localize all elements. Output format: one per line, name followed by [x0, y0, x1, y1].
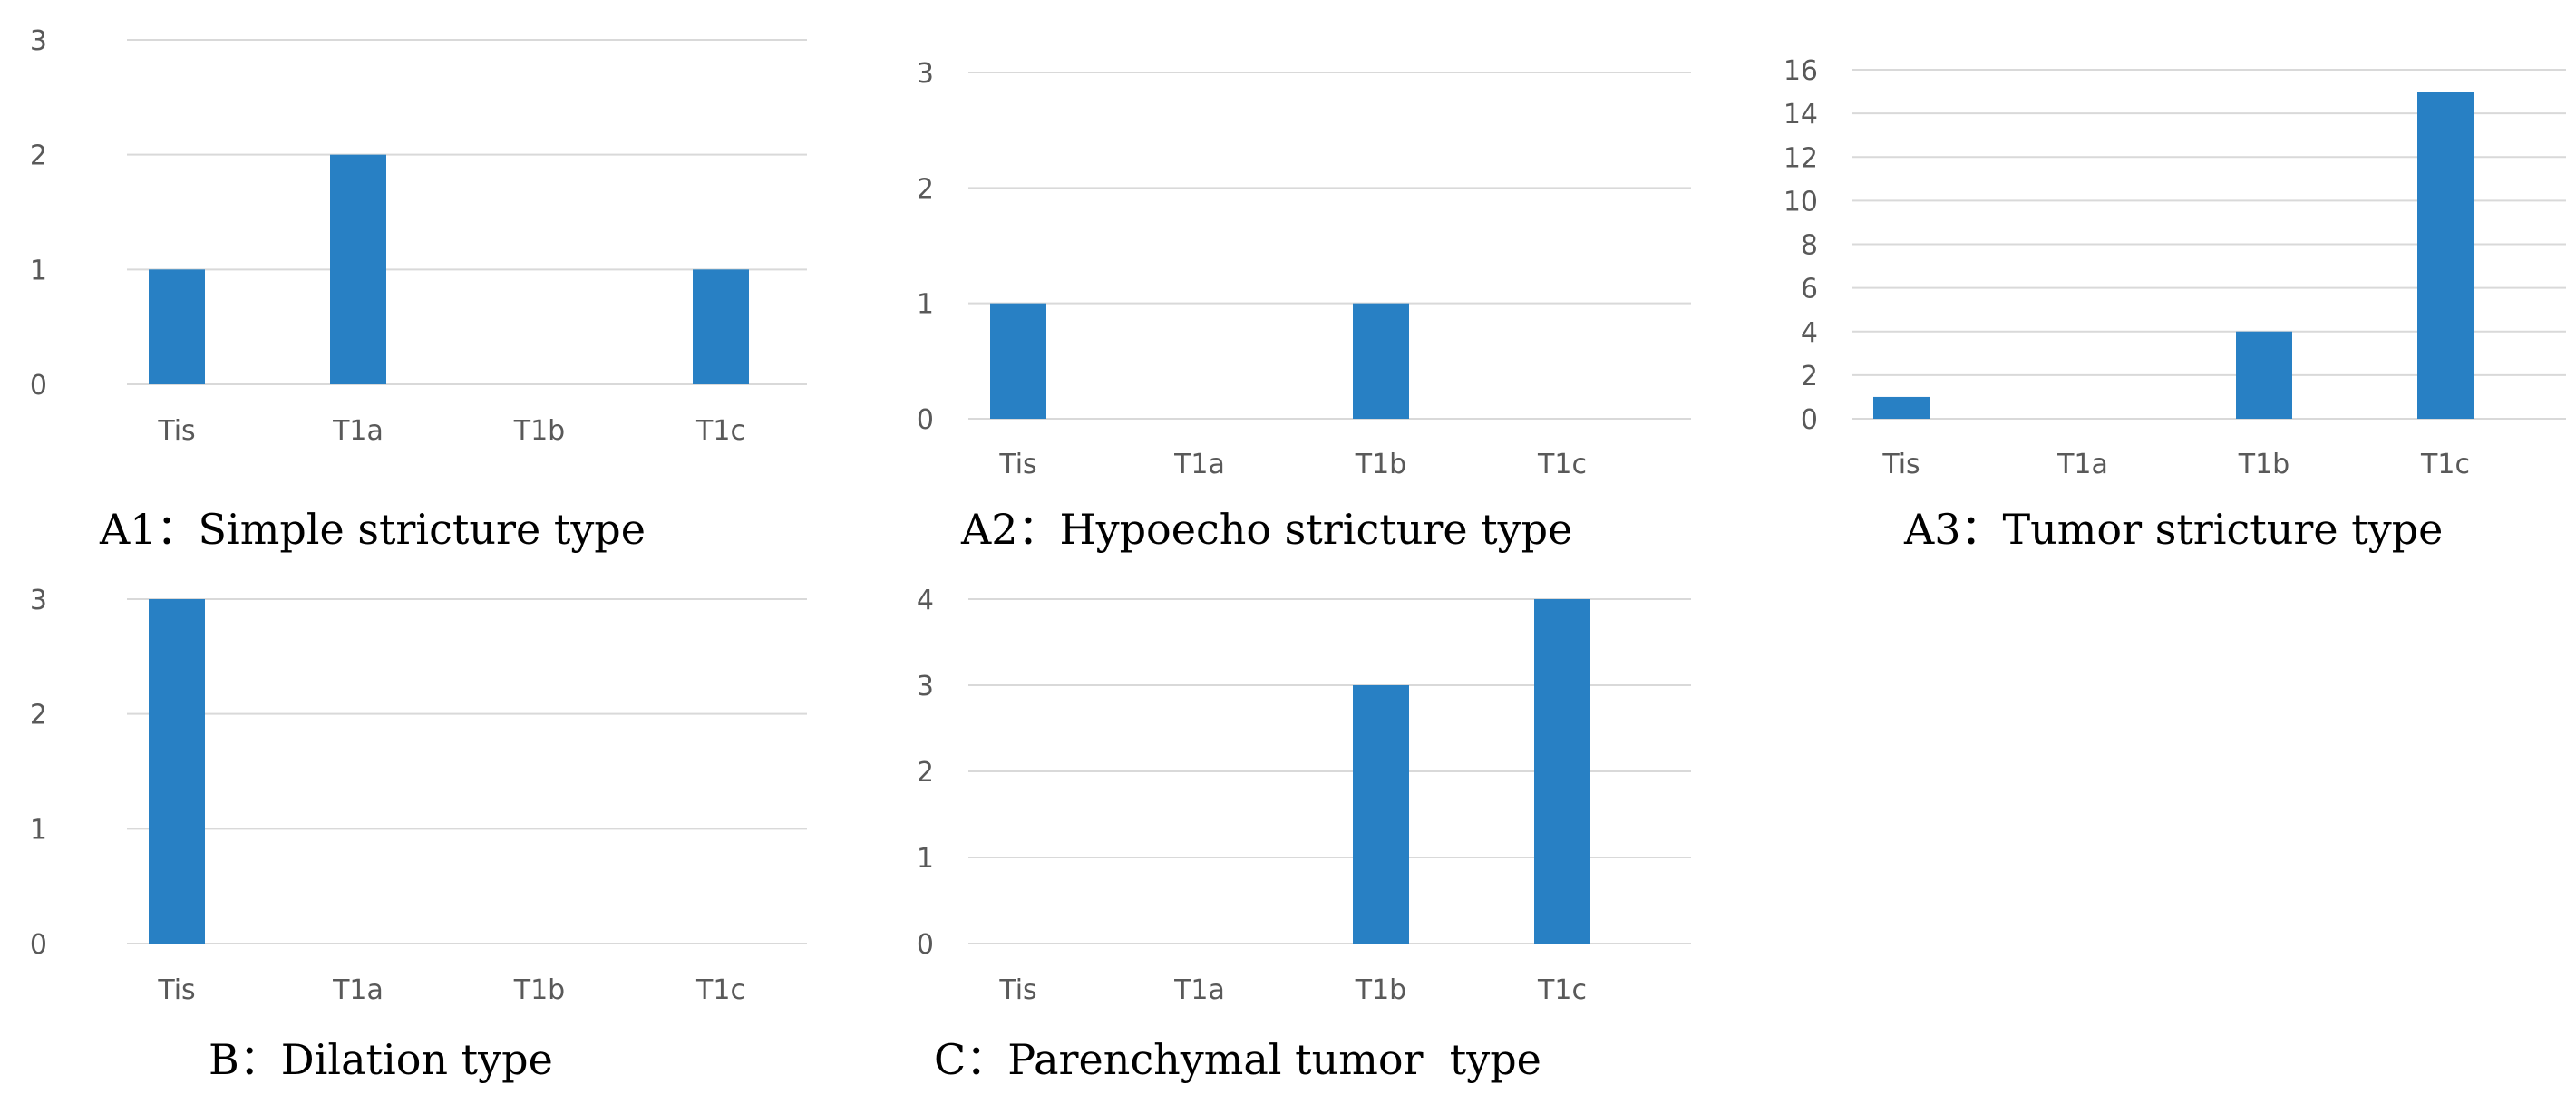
- bar-t1b: [1353, 303, 1409, 419]
- x-tick-label: Tis: [157, 415, 195, 447]
- chart-caption: A2：Hypoecho stricture type: [960, 505, 1572, 554]
- bar-t1b: [1353, 685, 1409, 944]
- x-tick-label: T1b: [2238, 449, 2289, 480]
- x-tick-label: Tis: [998, 449, 1036, 480]
- y-tick-label: 3: [30, 25, 47, 57]
- x-tick-label: T1a: [332, 974, 384, 1006]
- chart-caption: A3：Tumor stricture type: [1903, 505, 2443, 554]
- x-tick-label: T1b: [513, 974, 565, 1006]
- x-tick-label: Tis: [998, 974, 1036, 1006]
- y-tick-label: 2: [30, 140, 47, 172]
- x-tick-label: T1c: [1537, 449, 1587, 480]
- y-tick-label: 0: [30, 370, 47, 402]
- chart-panel-1: 0 1 2 3 Tis T1a T1b T1c A1：Simple stricture type: [30, 25, 807, 554]
- bar-t1a: [330, 154, 386, 384]
- y-tick-label: 3: [917, 671, 934, 702]
- y-tick-label: 6: [1801, 274, 1818, 305]
- y-tick-label: 12: [1784, 142, 1818, 174]
- x-tick-label: T1a: [332, 415, 384, 447]
- chart-panel-3: 0 2 4 6 8 10 12 14 16 Tis T1a T1b T1c A3：Tumor strict…: [1784, 55, 2566, 554]
- bar-tis: [149, 599, 205, 944]
- chart-caption: C：Parenchymal tumor type: [934, 1035, 1541, 1084]
- y-tick-label: 4: [1801, 317, 1818, 349]
- chart-caption: A1：Simple stricture type: [99, 505, 646, 554]
- x-tick-label: T1a: [1173, 974, 1225, 1006]
- y-tick-label: 3: [917, 58, 934, 90]
- x-tick-label: T1c: [695, 974, 745, 1006]
- chart-panel-4: 0 1 2 3 Tis T1a T1b T1c B：Dilation type: [30, 585, 807, 1084]
- x-tick-label: T1b: [1355, 974, 1406, 1006]
- y-tick-label: 2: [917, 173, 934, 205]
- x-tick-label: T1b: [1355, 449, 1406, 480]
- y-tick-label: 14: [1784, 99, 1818, 131]
- y-tick-label: 0: [917, 929, 934, 961]
- x-tick-label: T1b: [513, 415, 565, 447]
- bar-tis: [990, 303, 1046, 419]
- y-tick-label: 2: [30, 700, 47, 731]
- y-tick-label: 16: [1784, 55, 1818, 87]
- x-tick-label: T1c: [695, 415, 745, 447]
- y-tick-label: 1: [917, 843, 934, 875]
- y-tick-label: 2: [1801, 361, 1818, 392]
- y-tick-label: 1: [917, 289, 934, 321]
- bar-tis: [1873, 396, 1930, 419]
- y-tick-label: 8: [1801, 230, 1818, 262]
- y-tick-label: 2: [917, 757, 934, 789]
- x-tick-label: T1c: [2420, 449, 2470, 480]
- x-tick-label: Tis: [1881, 449, 1920, 480]
- chart-caption: B：Dilation type: [209, 1035, 553, 1084]
- y-tick-label: 10: [1784, 186, 1818, 218]
- bar-t1b: [2236, 331, 2292, 419]
- x-tick-label: T1a: [2056, 449, 2108, 480]
- y-tick-label: 0: [917, 404, 934, 436]
- y-tick-label: 1: [30, 814, 47, 846]
- x-tick-label: T1a: [1173, 449, 1225, 480]
- x-tick-label: Tis: [157, 974, 195, 1006]
- y-tick-label: 4: [917, 585, 934, 616]
- x-tick-label: T1c: [1537, 974, 1587, 1006]
- bar-t1c: [1534, 599, 1590, 944]
- bar-t1c: [2417, 92, 2474, 419]
- y-tick-label: 0: [30, 929, 47, 961]
- y-tick-label: 0: [1801, 404, 1818, 436]
- y-tick-label: 3: [30, 585, 47, 616]
- bar-t1c: [693, 269, 749, 384]
- chart-panel-5: 0 1 2 3 4 Tis T1a T1b T1c C：Parenchymal tumor typ…: [917, 585, 1691, 1084]
- bar-tis: [149, 269, 205, 384]
- chart-panel-2: 0 1 2 3 Tis T1a T1b T1c A2：Hypoecho stricture ty…: [917, 58, 1691, 554]
- y-tick-label: 1: [30, 255, 47, 286]
